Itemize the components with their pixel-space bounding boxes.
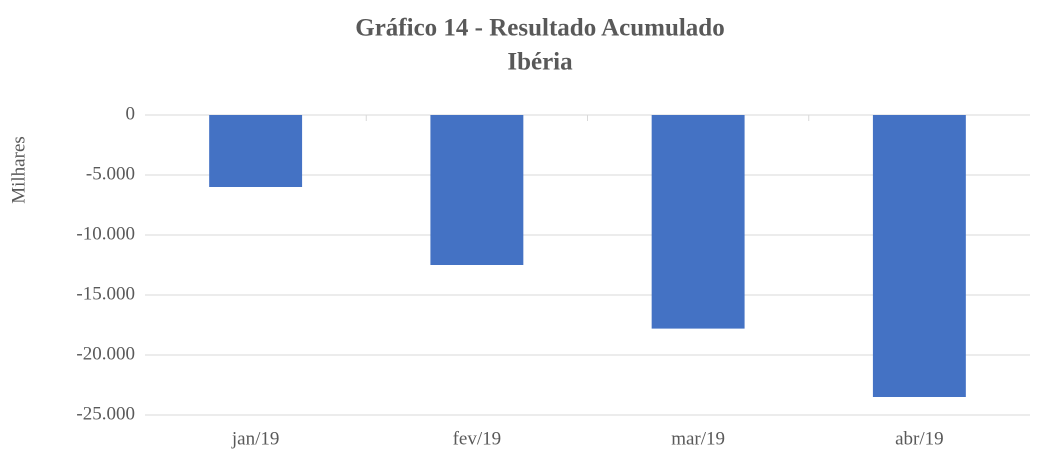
y-tick-label: -25.000 [76,403,135,424]
bar [872,115,966,397]
x-tick-label: fev/19 [453,428,502,449]
x-tick-label: abr/19 [895,428,944,449]
x-tick-label: mar/19 [671,428,725,449]
y-tick-label: -10.000 [76,223,135,244]
y-tick-label: 0 [126,103,136,124]
bar [430,115,524,265]
chart-title: Gráfico 14 - Resultado Acumulado [355,15,724,42]
y-axis-label: Milhares [8,136,29,204]
bar [209,115,303,187]
bar [651,115,745,329]
chart-subtitle: Ibéria [507,49,573,76]
x-tick-label: jan/19 [231,428,280,449]
y-tick-label: -5.000 [86,163,135,184]
y-tick-label: -15.000 [76,283,135,304]
y-tick-label: -20.000 [76,343,135,364]
